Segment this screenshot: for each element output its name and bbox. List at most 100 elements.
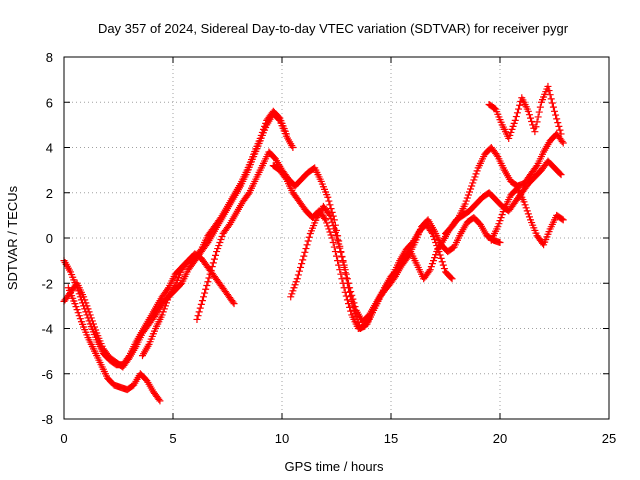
x-axis-label: GPS time / hours [285, 459, 384, 474]
data-point [339, 257, 347, 265]
data-point [341, 266, 349, 274]
data-point [545, 87, 553, 95]
data-point [437, 254, 445, 262]
data-point [470, 176, 478, 184]
data-point [559, 139, 567, 147]
data-point [230, 300, 238, 308]
data-point [547, 95, 555, 103]
data-point [341, 288, 349, 296]
data-point [430, 257, 438, 265]
data-point [471, 173, 479, 181]
y-tick-label: -8 [41, 412, 53, 427]
series-track-10 [487, 184, 567, 249]
data-point [431, 236, 439, 244]
data-point [330, 225, 338, 233]
data-point [256, 134, 264, 142]
data-point [342, 270, 350, 278]
x-tick-label: 15 [384, 431, 398, 446]
data-point [124, 353, 132, 361]
data-point [262, 119, 270, 127]
data-point [331, 248, 339, 256]
data-point [557, 171, 565, 179]
data-point [497, 214, 505, 222]
data-point [427, 263, 435, 271]
data-point [71, 300, 79, 308]
data-point [498, 211, 506, 219]
data-point [324, 193, 332, 201]
data-point [556, 170, 564, 178]
data-point [205, 274, 213, 282]
data-point [206, 270, 214, 278]
data-point [208, 263, 216, 271]
data-point [549, 103, 557, 111]
data-point [289, 144, 297, 151]
data-point [302, 245, 310, 253]
y-tick-labels: -8 -6 -4 -2 0 2 4 6 8 [41, 50, 53, 427]
data-point [202, 285, 210, 293]
data-point [215, 242, 223, 250]
data-point [521, 201, 529, 209]
data-point [522, 204, 530, 212]
data-point [493, 151, 501, 159]
data-point [557, 130, 565, 138]
data-point [347, 307, 355, 315]
data-point [327, 215, 335, 223]
x-tick-labels: 0 5 10 15 20 25 [60, 431, 616, 446]
data-point [291, 281, 299, 289]
data-point [512, 113, 520, 121]
data-point [553, 115, 561, 123]
data-point [334, 236, 342, 244]
data-point [346, 303, 354, 311]
data-point [494, 223, 502, 231]
data-point [84, 314, 92, 322]
data-point [158, 311, 166, 319]
data-point [195, 308, 203, 316]
data-point [527, 114, 535, 122]
data-point [77, 296, 85, 304]
data-point [329, 239, 337, 247]
data-point [162, 299, 170, 307]
data-point [513, 109, 521, 117]
data-point [72, 303, 80, 311]
data-point [447, 274, 455, 282]
data-point [209, 259, 217, 267]
data-point [164, 296, 172, 304]
data-point [515, 105, 523, 113]
data-point [261, 122, 269, 130]
data-point [506, 131, 514, 139]
data-point [196, 304, 204, 312]
data-point [326, 211, 334, 219]
data-point [462, 197, 470, 205]
data-point [218, 232, 226, 240]
data-point [346, 284, 354, 292]
data-point [438, 258, 446, 266]
data-point [525, 213, 533, 221]
y-axis-label: SDTVAR / TECUs [5, 185, 20, 290]
data-point [532, 163, 540, 171]
data-point [349, 295, 357, 303]
data-point [403, 254, 411, 262]
data-point [214, 245, 222, 253]
data-point [532, 123, 540, 131]
data-point [301, 248, 309, 256]
data-point [155, 395, 163, 403]
data-point [303, 241, 311, 249]
data-point [80, 302, 88, 310]
data-point [76, 293, 84, 301]
data-point [333, 232, 340, 240]
data-point [464, 191, 472, 199]
data-point [74, 309, 82, 317]
data-point [351, 303, 359, 311]
data-point [448, 275, 456, 283]
series-track-4 [138, 250, 238, 360]
data-point [473, 167, 481, 175]
data-point [535, 108, 543, 116]
data-point [511, 116, 519, 124]
data-point [523, 207, 531, 215]
data-point [453, 215, 461, 223]
data-point [544, 82, 552, 90]
data-point [338, 252, 346, 260]
data-point [326, 201, 334, 209]
